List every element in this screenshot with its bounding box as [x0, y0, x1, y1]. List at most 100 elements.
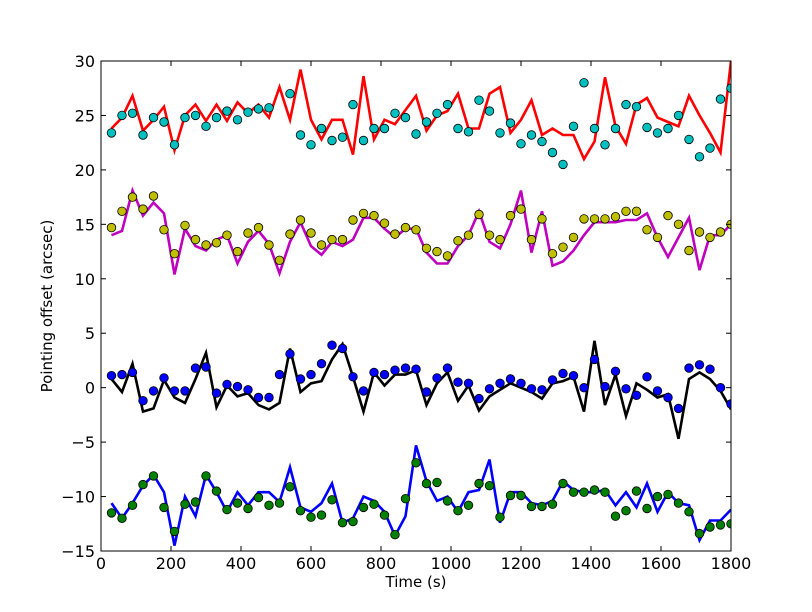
series-line — [110, 340, 731, 440]
x-tick-label: 1200 — [501, 554, 542, 573]
data-point — [673, 403, 684, 414]
data-point — [652, 128, 663, 138]
data-point — [453, 506, 463, 516]
data-point — [484, 481, 495, 491]
data-point — [495, 378, 505, 389]
data-point — [453, 377, 463, 387]
data-point — [253, 492, 264, 503]
data-point — [610, 366, 621, 377]
data-point — [600, 381, 610, 392]
data-point — [285, 349, 295, 359]
data-point — [358, 135, 369, 146]
data-point — [148, 386, 159, 396]
data-point — [253, 392, 264, 403]
data-point — [474, 209, 484, 220]
data-point — [684, 363, 694, 373]
data-point — [673, 498, 684, 508]
data-point — [211, 238, 222, 248]
y-tick-label: −5 — [71, 433, 95, 452]
data-point — [117, 513, 127, 524]
data-point — [148, 191, 159, 201]
data-point — [264, 392, 274, 403]
y-tick-label: 25 — [75, 106, 95, 125]
plot-area — [101, 61, 731, 551]
data-point — [190, 497, 201, 507]
data-point — [295, 215, 306, 225]
data-point — [453, 123, 463, 134]
data-point — [411, 225, 421, 235]
data-point — [600, 214, 610, 224]
data-point — [222, 504, 232, 515]
data-point — [442, 496, 453, 506]
data-point — [505, 490, 516, 501]
data-point — [463, 230, 474, 240]
data-point — [274, 369, 285, 380]
data-point — [642, 372, 652, 382]
data-point — [274, 255, 285, 265]
data-point — [390, 108, 400, 119]
data-point — [474, 95, 484, 105]
data-point — [169, 526, 180, 537]
x-tick-label: 800 — [366, 554, 397, 573]
y-tick-label: 5 — [85, 324, 95, 343]
data-point — [348, 516, 358, 527]
data-point — [390, 530, 400, 540]
data-point — [253, 104, 264, 114]
data-point — [421, 478, 432, 489]
data-point — [232, 498, 243, 508]
data-point — [642, 122, 652, 133]
data-point — [673, 219, 684, 230]
data-point — [484, 230, 495, 240]
data-point — [390, 229, 400, 239]
x-tick-label: 600 — [296, 554, 327, 573]
data-point — [379, 123, 390, 134]
data-point — [642, 225, 652, 235]
data-point — [684, 134, 694, 145]
data-point — [442, 363, 453, 373]
data-point — [285, 229, 295, 239]
data-point — [600, 140, 610, 150]
data-point — [190, 363, 201, 373]
data-point — [159, 117, 169, 127]
data-point — [348, 215, 358, 225]
data-point — [400, 363, 411, 373]
data-point — [547, 248, 558, 259]
data-point — [138, 130, 148, 140]
data-point — [610, 511, 621, 521]
data-point — [379, 510, 390, 520]
data-point — [537, 501, 547, 512]
data-point — [589, 354, 600, 365]
data-point — [138, 479, 148, 490]
data-point — [715, 227, 726, 237]
data-point — [243, 385, 253, 395]
data-point — [694, 152, 705, 162]
data-point — [211, 486, 222, 496]
data-point — [316, 359, 327, 369]
data-point — [127, 192, 138, 202]
data-point — [306, 512, 316, 522]
series-1-points — [106, 78, 731, 170]
data-point — [526, 384, 537, 394]
data-point — [694, 360, 705, 370]
data-point — [484, 106, 495, 116]
data-point — [432, 477, 442, 488]
data-point — [631, 101, 642, 112]
data-point — [684, 245, 694, 256]
data-point — [505, 210, 516, 221]
data-point — [327, 495, 337, 505]
data-point — [243, 107, 253, 117]
data-point — [243, 503, 253, 514]
y-tick-label: 0 — [85, 379, 95, 398]
data-point — [316, 123, 327, 134]
data-point — [663, 392, 673, 403]
data-point — [610, 211, 621, 222]
data-point — [264, 240, 274, 250]
data-point — [589, 214, 600, 224]
data-point — [190, 234, 201, 245]
data-point — [400, 494, 411, 504]
data-point — [558, 242, 568, 252]
data-point — [180, 220, 190, 231]
data-point — [253, 222, 264, 233]
data-point — [222, 379, 232, 390]
x-tick-label: 1800 — [711, 554, 752, 573]
